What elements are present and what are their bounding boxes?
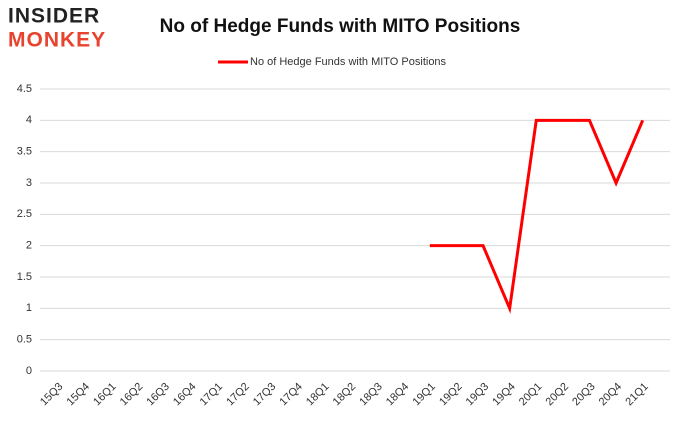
y-tick-label: 2.5 (17, 208, 32, 220)
logo-bottom: MONKEY (8, 29, 106, 52)
y-tick-label: 3.5 (17, 146, 32, 158)
y-tick-label: 4.5 (17, 83, 32, 95)
chart-title: No of Hedge Funds with MITO Positions (160, 16, 521, 37)
legend-label: No of Hedge Funds with MITO Positions (250, 56, 447, 68)
y-tick-label: 0.5 (17, 334, 32, 346)
y-tick-label: 2 (26, 240, 32, 252)
y-tick-label: 0 (26, 365, 32, 377)
y-tick-label: 1.5 (17, 271, 32, 283)
y-tick-label: 3 (26, 177, 32, 189)
y-tick-label: 1 (26, 302, 32, 314)
logo-top: INSIDER (8, 5, 100, 28)
data-line (429, 118, 645, 314)
y-tick-label: 4 (26, 114, 32, 126)
